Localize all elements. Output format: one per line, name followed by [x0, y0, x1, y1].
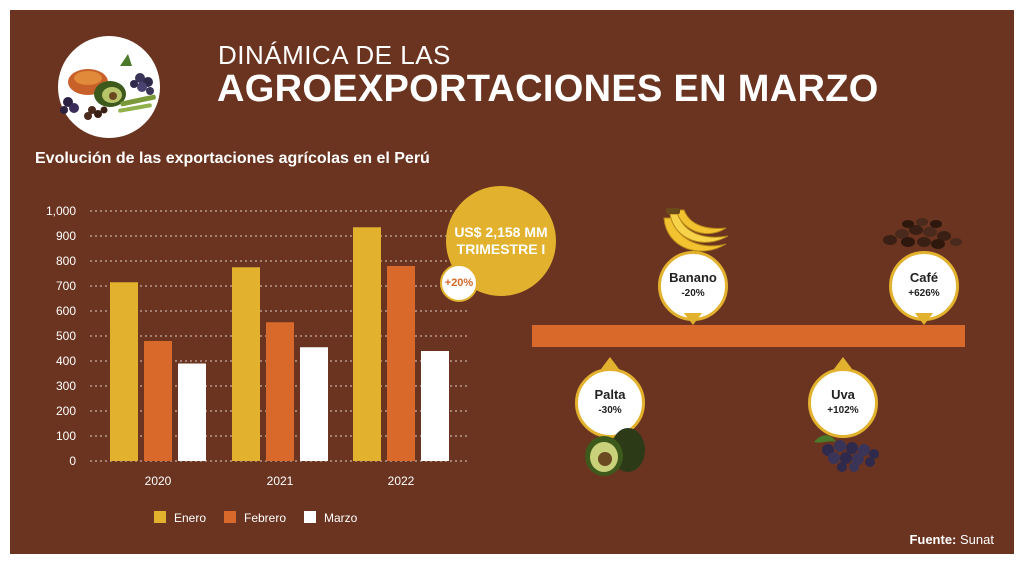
marker-uva-name: Uva [831, 387, 855, 402]
y-tick-label: 1,000 [46, 204, 76, 218]
bar-enero-2020 [110, 282, 138, 461]
badge-change-text: +20% [444, 277, 474, 289]
marker-uva: Uva +102% [808, 368, 878, 438]
y-tick-label: 100 [56, 429, 76, 443]
timeline-bar [532, 325, 965, 347]
legend-swatch-febrero [224, 511, 236, 523]
bar-marzo-2020 [178, 363, 206, 461]
coffee-beans-icon [878, 212, 964, 257]
marker-palta-change: -30% [598, 405, 622, 416]
legend-label-febrero: Febrero [244, 511, 286, 525]
legend-label-marzo: Marzo [324, 511, 358, 525]
marker-banano: Banano -20% [658, 251, 728, 321]
bar-enero-2021 [232, 267, 260, 461]
bar-chart: 0 100 200 300 400 500 600 700 800 900 1,000 2020 202… [46, 204, 470, 525]
y-tick-label: 0 [69, 454, 76, 468]
marker-uva-pointer [834, 357, 852, 369]
marker-banano-name: Banano [669, 270, 717, 285]
title-line-1: DINÁMICA DE LAS [218, 40, 451, 70]
marker-uva-change: +102% [827, 405, 859, 416]
source-label: Fuente: [909, 532, 957, 547]
badge-amount: US$ 2,158 MM [454, 224, 548, 240]
y-tick-label: 700 [56, 279, 76, 293]
y-tick-label: 800 [56, 254, 76, 268]
marker-cafe-name: Café [909, 270, 939, 285]
badge-change-bubble: +20% [440, 264, 478, 302]
marker-banano-pointer [684, 313, 702, 325]
bar-febrero-2022 [387, 266, 415, 461]
marker-palta-name: Palta [594, 387, 626, 402]
source-value: Sunat [960, 532, 994, 547]
bar-febrero-2020 [144, 341, 172, 461]
bar-marzo-2021 [300, 347, 328, 461]
x-category-label: 2021 [267, 474, 294, 488]
chart-subtitle: Evolución de las exportaciones agrícolas… [35, 150, 430, 167]
y-tick-label: 300 [56, 379, 76, 393]
marker-cafe-change: +626% [908, 288, 940, 299]
banana-icon [660, 208, 730, 265]
marker-cafe: Café +626% [889, 251, 959, 321]
bar-marzo-2022 [421, 351, 449, 461]
legend-label-enero: Enero [174, 511, 206, 525]
avocado-icon [580, 424, 650, 485]
badge-period: TRIMESTRE I [456, 241, 546, 257]
infographic-panel: DINÁMICA DE LAS AGROEXPORTACIONES EN MAR… [10, 10, 1014, 554]
marker-palta-pointer [601, 357, 619, 369]
grapes-icon [812, 428, 884, 477]
bar-enero-2022 [353, 227, 381, 461]
marker-banano-change: -20% [681, 288, 705, 299]
x-category-label: 2022 [388, 474, 415, 488]
y-tick-label: 400 [56, 354, 76, 368]
y-tick-label: 200 [56, 404, 76, 418]
y-tick-label: 900 [56, 229, 76, 243]
y-tick-label: 600 [56, 304, 76, 318]
fruits-and-vegetables-icon [58, 36, 160, 138]
title-line-2: AGROEXPORTACIONES EN MARZO [217, 68, 879, 110]
x-category-label: 2020 [145, 474, 172, 488]
marker-cafe-pointer [915, 313, 933, 325]
y-tick-label: 500 [56, 329, 76, 343]
marker-palta: Palta -30% [575, 368, 645, 438]
legend-swatch-marzo [304, 511, 316, 523]
source-credit: Fuente: Sunat [909, 532, 994, 547]
legend-swatch-enero [154, 511, 166, 523]
bar-febrero-2021 [266, 322, 294, 461]
